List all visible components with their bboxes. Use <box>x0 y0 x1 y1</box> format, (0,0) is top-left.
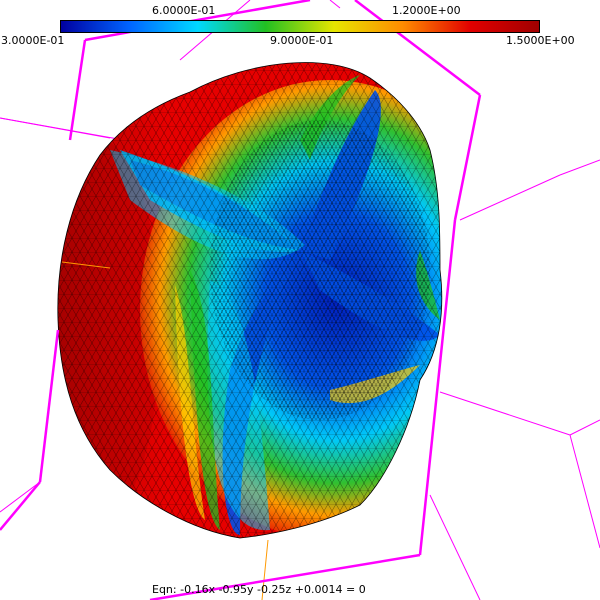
colorbar-bottom-tick: 9.0000E-01 <box>270 34 334 47</box>
colorbar-bottom-tick: 3.0000E-01 <box>1 34 65 47</box>
axis-line <box>261 539 269 600</box>
colorbar-bottom-tick: 1.5000E+00 <box>506 34 575 47</box>
colorbar-top-tick: 6.0000E-01 <box>152 4 216 17</box>
plane-equation-label: Eqn: -0.16x -0.95y -0.25z +0.0014 = 0 <box>152 583 366 596</box>
colorbar-top-tick: 1.2000E+00 <box>392 4 461 17</box>
bounding-box-front <box>0 0 482 600</box>
mesh-surface <box>57 62 442 538</box>
colorbar <box>60 20 540 33</box>
